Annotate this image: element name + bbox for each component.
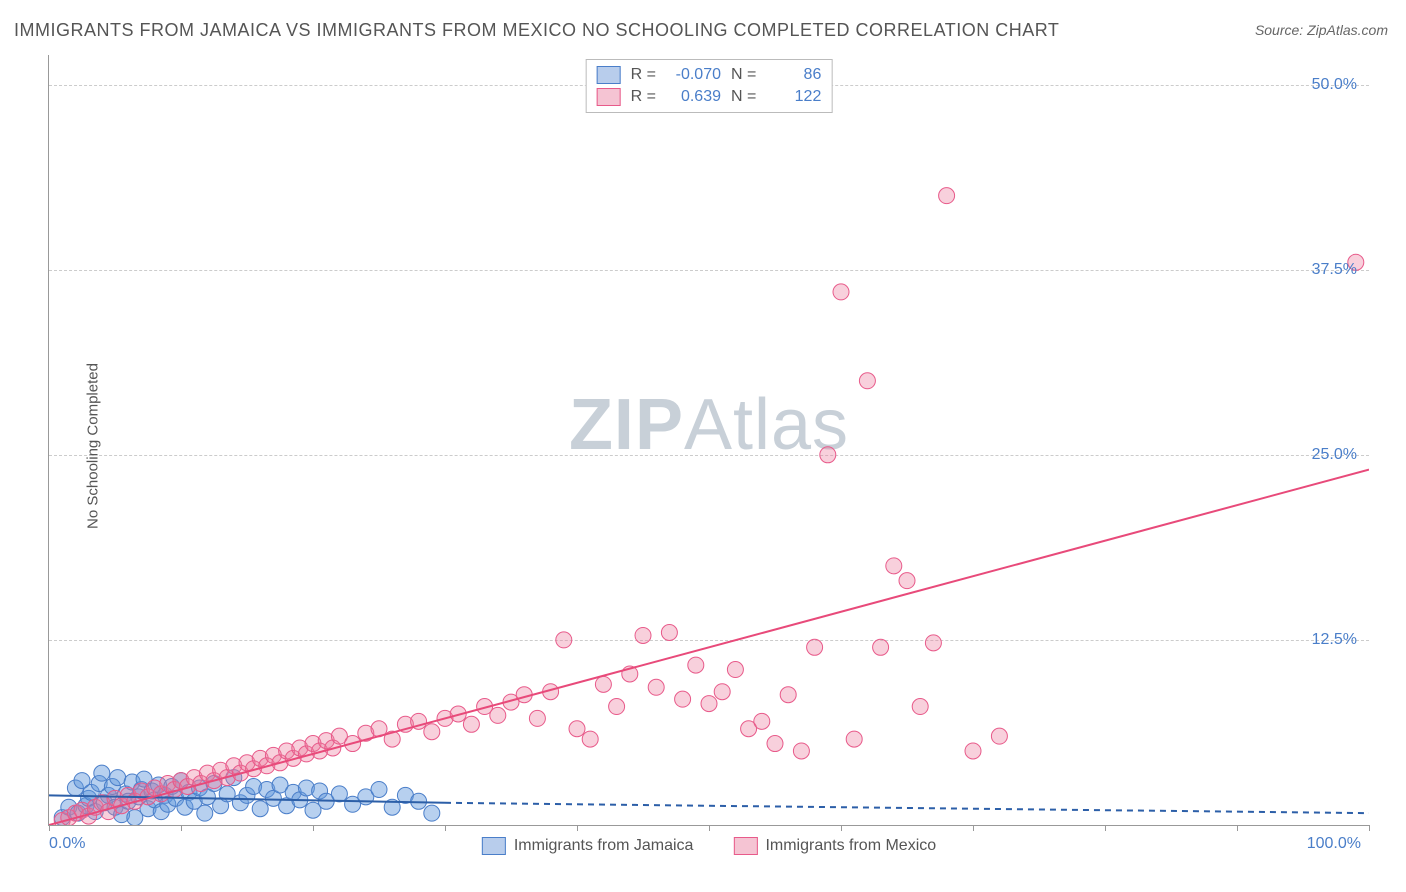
data-point (846, 731, 862, 747)
legend-item-mexico: Immigrants from Mexico (733, 837, 936, 855)
data-point (609, 699, 625, 715)
data-point (424, 805, 440, 821)
data-point (424, 724, 440, 740)
data-point (635, 627, 651, 643)
data-point (675, 691, 691, 707)
legend-swatch-jamaica (482, 837, 506, 855)
x-label-right: 100.0% (1307, 835, 1361, 853)
data-point (939, 188, 955, 204)
data-point (110, 770, 126, 786)
swatch-jamaica (597, 66, 621, 84)
trend-line (49, 470, 1369, 825)
data-point (991, 728, 1007, 744)
r-value-jamaica: -0.070 (666, 66, 721, 84)
ytick-label: 12.5% (1312, 631, 1357, 649)
bottom-legend: Immigrants from Jamaica Immigrants from … (482, 837, 936, 855)
data-point (899, 573, 915, 589)
data-point (556, 632, 572, 648)
xtick-mark (1369, 825, 1370, 831)
n-value-jamaica: 86 (766, 66, 821, 84)
ytick-label: 37.5% (1312, 261, 1357, 279)
stats-row-mexico: R = 0.639 N = 122 (597, 86, 822, 108)
data-point (807, 639, 823, 655)
ytick-label: 50.0% (1312, 76, 1357, 94)
stats-box: R = -0.070 N = 86 R = 0.639 N = 122 (586, 59, 833, 113)
data-point (833, 284, 849, 300)
data-point (371, 781, 387, 797)
r-label: R = (631, 88, 656, 106)
data-point (94, 765, 110, 781)
data-point (925, 635, 941, 651)
xtick-mark (577, 825, 578, 831)
data-point (569, 721, 585, 737)
data-point (886, 558, 902, 574)
n-label: N = (731, 66, 756, 84)
chart-title: IMMIGRANTS FROM JAMAICA VS IMMIGRANTS FR… (14, 20, 1059, 41)
legend-swatch-mexico (733, 837, 757, 855)
chart-area: ZIPAtlas R = -0.070 N = 86 R = 0.639 N =… (48, 55, 1369, 826)
stats-row-jamaica: R = -0.070 N = 86 (597, 64, 822, 86)
data-point (197, 805, 213, 821)
trend-line-dashed (445, 803, 1369, 813)
xtick-mark (841, 825, 842, 831)
data-point (754, 713, 770, 729)
legend-item-jamaica: Immigrants from Jamaica (482, 837, 694, 855)
data-point (701, 696, 717, 712)
data-point (648, 679, 664, 695)
data-point (463, 716, 479, 732)
legend-label-jamaica: Immigrants from Jamaica (514, 837, 694, 855)
r-value-mexico: 0.639 (666, 88, 721, 106)
n-value-mexico: 122 (766, 88, 821, 106)
data-point (595, 676, 611, 692)
xtick-mark (445, 825, 446, 831)
xtick-mark (181, 825, 182, 831)
data-point (873, 639, 889, 655)
n-label: N = (731, 88, 756, 106)
swatch-mexico (597, 88, 621, 106)
data-point (793, 743, 809, 759)
xtick-mark (973, 825, 974, 831)
ytick-label: 25.0% (1312, 446, 1357, 464)
r-label: R = (631, 66, 656, 84)
data-point (331, 786, 347, 802)
data-point (661, 625, 677, 641)
data-point (912, 699, 928, 715)
xtick-mark (709, 825, 710, 831)
data-point (252, 801, 268, 817)
xtick-mark (1105, 825, 1106, 831)
data-point (965, 743, 981, 759)
data-point (767, 736, 783, 752)
xtick-mark (1237, 825, 1238, 831)
data-point (859, 373, 875, 389)
data-point (727, 662, 743, 678)
xtick-mark (49, 825, 50, 831)
data-point (688, 657, 704, 673)
xtick-mark (313, 825, 314, 831)
x-label-left: 0.0% (49, 835, 85, 853)
data-point (490, 707, 506, 723)
legend-label-mexico: Immigrants from Mexico (765, 837, 936, 855)
data-point (582, 731, 598, 747)
data-point (820, 447, 836, 463)
data-point (780, 687, 796, 703)
source-label: Source: ZipAtlas.com (1255, 22, 1388, 38)
data-point (529, 710, 545, 726)
data-point (714, 684, 730, 700)
plot-svg (49, 55, 1369, 825)
